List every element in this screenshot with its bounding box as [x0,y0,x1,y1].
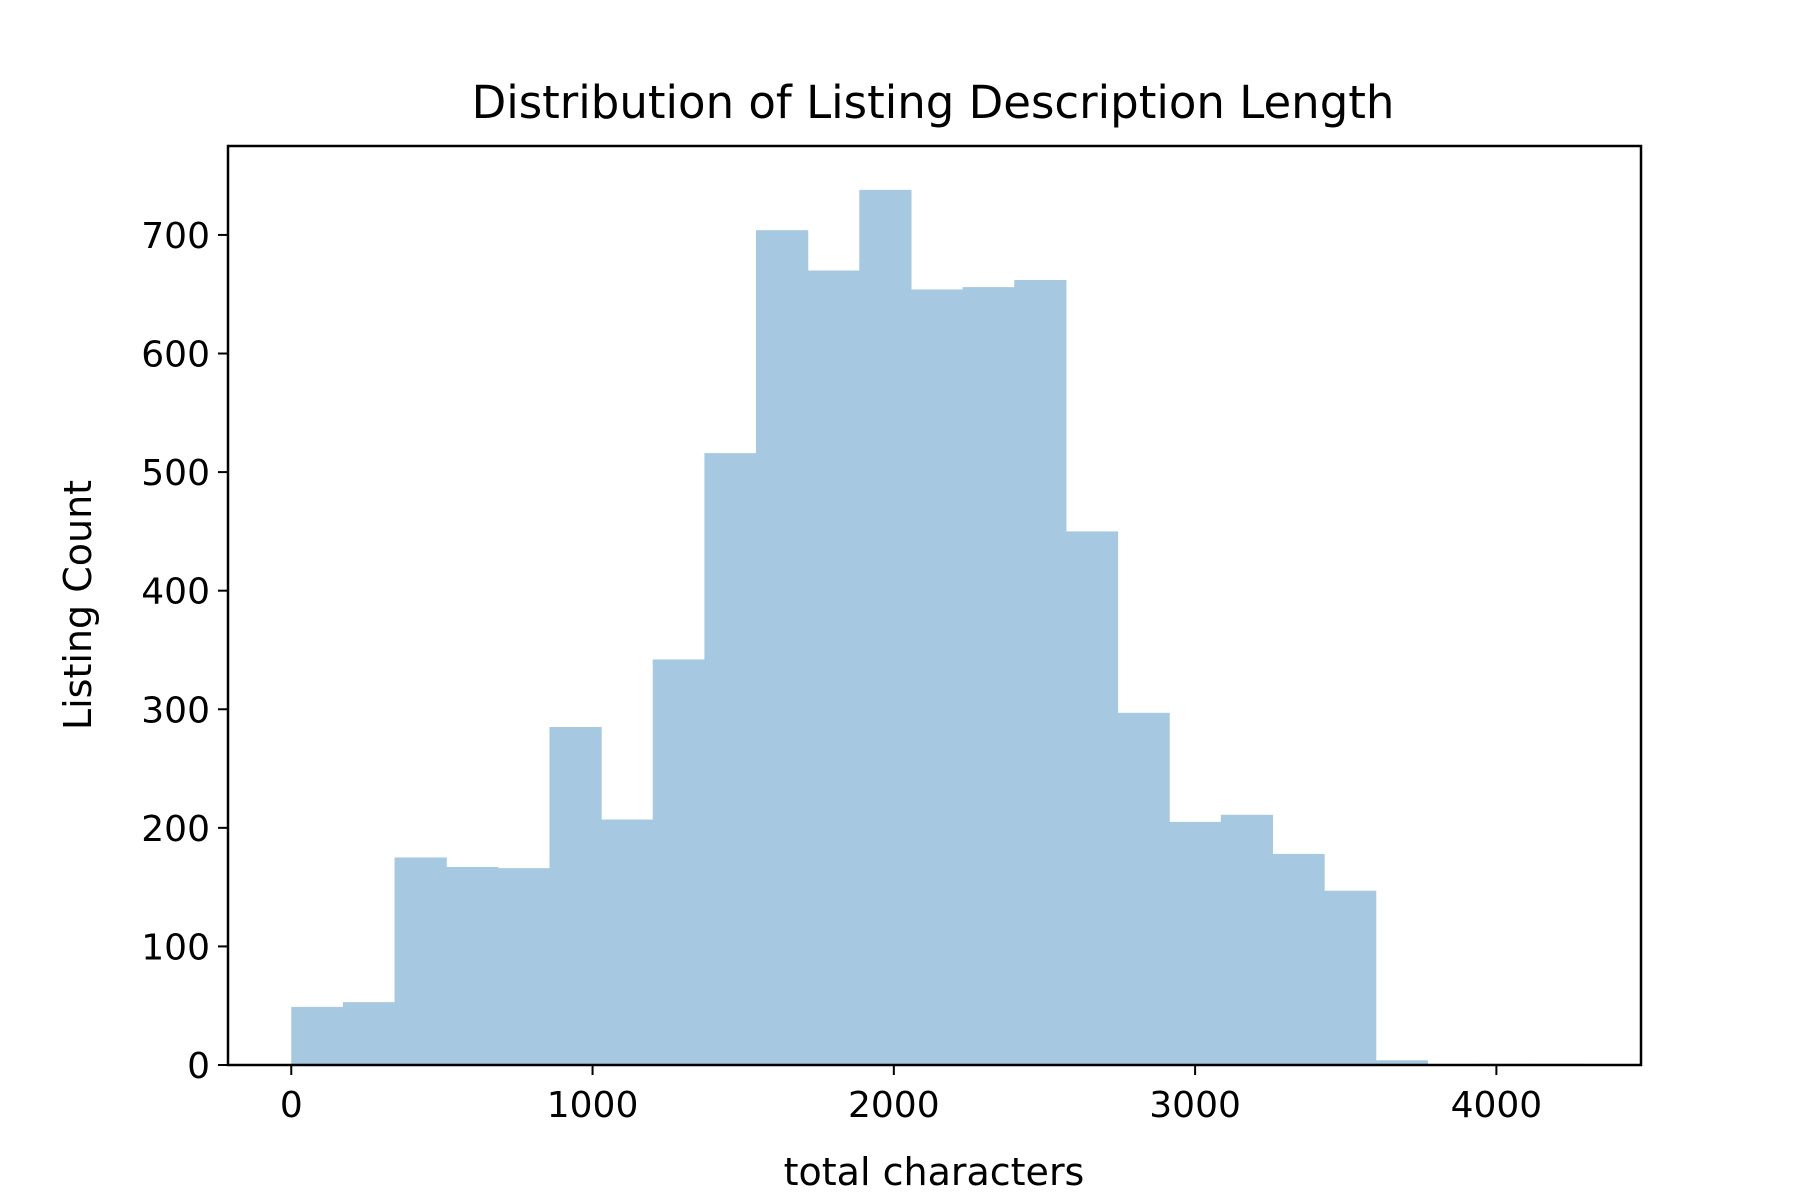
histogram-bar-6 [601,819,654,1065]
histogram-bar-2 [394,857,447,1065]
chart-title: Distribution of Listing Description Leng… [472,76,1395,129]
y-tick-label-1: 100 [141,927,210,968]
x-axis-label: total characters [784,1150,1085,1194]
y-tick-label-2: 200 [141,809,210,850]
histogram-bar-12 [910,289,964,1066]
x-tick-label-1: 1000 [547,1085,639,1126]
plot-frame [226,144,1643,1067]
y-axis-label: Listing Count [56,480,100,730]
histogram-bar-1 [342,1002,396,1065]
histogram-bar-20 [1324,890,1377,1065]
histogram-bar-8 [704,453,757,1065]
histogram-bar-11 [859,189,912,1065]
histogram-bar-4 [497,868,551,1065]
histogram-bar-17 [1169,821,1222,1065]
histogram-bar-7 [652,659,705,1065]
y-axis: 0 100 200 300 400 500 600 700 [141,216,228,1087]
x-tick-label-3: 3000 [1149,1085,1241,1126]
y-tick-label-6: 600 [141,335,210,376]
histogram-bars [291,189,1583,1066]
histogram-bar-15 [1065,531,1119,1065]
histogram-bar-0 [291,1006,344,1065]
x-tick-label-4: 4000 [1451,1085,1543,1126]
y-tick-label-4: 400 [141,572,210,613]
histogram-bar-14 [1014,280,1067,1065]
histogram-bar-18 [1220,814,1274,1065]
histogram-bar-21 [1375,1060,1428,1065]
x-tick-label-2: 2000 [848,1085,940,1126]
histogram-bar-16 [1117,712,1170,1065]
histogram-bar-9 [756,230,809,1065]
histogram-bar-10 [807,270,860,1065]
y-tick-label-0: 0 [187,1046,210,1087]
y-tick-label-3: 300 [141,690,210,731]
histogram-bar-13 [962,287,1015,1065]
x-axis: 0 1000 2000 3000 4000 [280,1065,1542,1126]
histogram-bar-5 [549,727,602,1065]
histogram-bar-19 [1272,853,1325,1065]
x-tick-label-0: 0 [280,1085,303,1126]
y-tick-label-5: 500 [141,453,210,494]
histogram-bar-3 [446,866,499,1065]
y-tick-label-7: 700 [141,216,210,257]
